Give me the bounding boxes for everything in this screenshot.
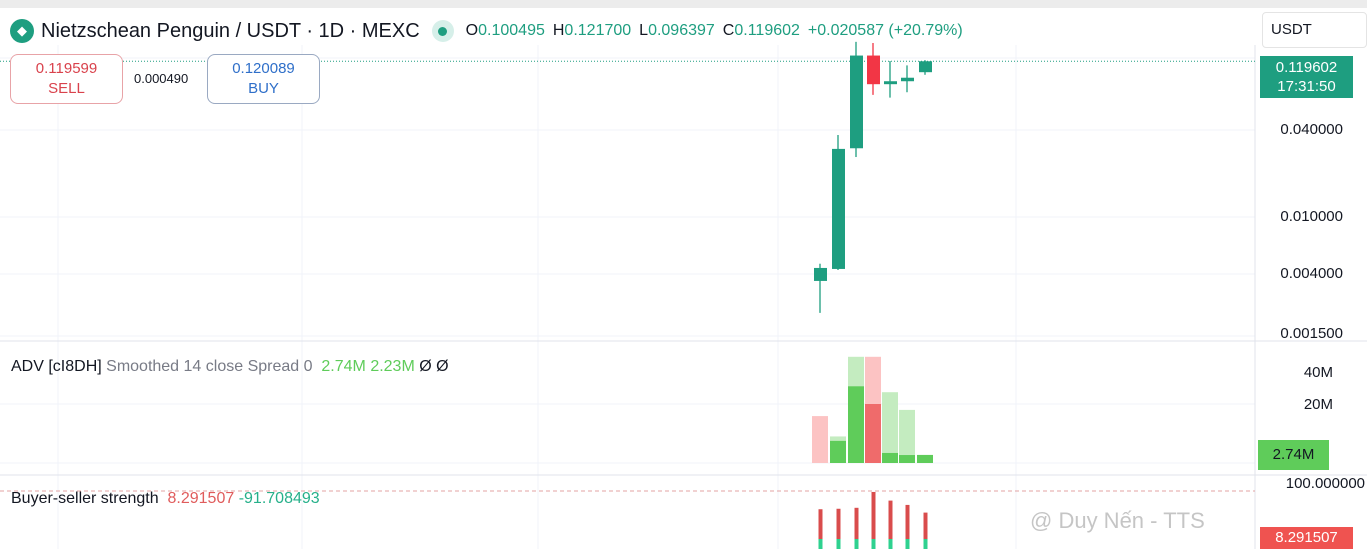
bss-buyer-bar: [923, 539, 928, 549]
buy-price: 0.120089: [232, 60, 295, 77]
ohlc-low-value: 0.096397: [648, 22, 715, 39]
adv-legend[interactable]: ADV [cI8DH] Smoothed 14 close Spread 0 2…: [11, 358, 449, 376]
ohlc-close: C0.119602: [723, 22, 800, 40]
adv-bar-background: [899, 409, 915, 463]
sell-price: 0.119599: [35, 60, 98, 77]
candle-body: [919, 61, 932, 73]
currency-button[interactable]: USDT: [1262, 12, 1367, 48]
adv-value: 2.23M: [370, 358, 415, 375]
watermark: @ Duy Nến - TTS: [1030, 508, 1205, 533]
tether-diamond-icon: ◆: [10, 19, 34, 43]
bss-seller-bar: [905, 504, 910, 539]
adv-tick: 20M: [1303, 396, 1333, 413]
bss-seller-bar: [854, 507, 859, 539]
bss-buyer-bar: [905, 539, 910, 549]
buy-button[interactable]: 0.120089 BUY: [207, 54, 320, 104]
ohlc-open-value: 0.100495: [478, 22, 545, 39]
symbol-legend: ◆ Nietzschean Penguin / USDT · 1D · MEXC…: [10, 17, 971, 45]
ohlc-close-value: 0.119602: [734, 22, 800, 39]
adv-bar: [917, 454, 933, 463]
adv-bar: [899, 455, 915, 463]
bss-buyer-bar: [854, 539, 859, 549]
ohlc-open-label: O: [465, 22, 479, 39]
top-strip: [0, 0, 1367, 8]
candle-body: [884, 81, 897, 85]
ohlc-high-label: H: [552, 22, 565, 39]
sell-label: SELL: [48, 80, 85, 97]
adv-bar-background: [812, 416, 828, 463]
bss-legend[interactable]: Buyer-seller strength 8.291507 -91.70849…: [11, 490, 320, 508]
bss-buyer-bar: [871, 539, 876, 549]
adv-value: Ø: [436, 358, 449, 375]
bss-last-tag: 8.291507: [1260, 527, 1353, 549]
ohlc-low-label: L: [639, 22, 649, 39]
bss-title: Buyer-seller strength: [11, 490, 159, 507]
price-tick: 0.010000: [1280, 208, 1343, 225]
bss-seller-bar: [888, 500, 893, 539]
bss-buyer-bar: [818, 539, 823, 549]
adv-bar: [848, 386, 864, 463]
sell-button[interactable]: 0.119599 SELL: [10, 54, 123, 104]
candle-body: [867, 55, 880, 85]
adv-title: ADV [cI8DH]: [11, 358, 102, 375]
ohlc-change: +0.020587 (+20.79%): [807, 22, 963, 39]
adv-bar: [830, 440, 846, 463]
candle-body: [814, 267, 827, 281]
buy-label: BUY: [248, 80, 279, 97]
ohlc-high: H0.121700: [553, 22, 631, 40]
adv-bar: [882, 452, 898, 463]
candle-body: [850, 55, 863, 149]
bss-value: -91.708493: [238, 490, 320, 507]
bss-tick: 100.000000: [1285, 475, 1365, 492]
price-tick: 0.001500: [1280, 325, 1343, 342]
last-price-tag: 0.119602 17:31:50: [1260, 56, 1353, 98]
bss-buyer-bar: [888, 539, 893, 549]
adv-params: Smoothed 14 close Spread 0: [106, 358, 313, 375]
adv-bar: [865, 404, 881, 463]
bss-seller-bar: [836, 508, 841, 539]
last-price: 0.119602: [1275, 59, 1338, 76]
adv-tick: 40M: [1303, 364, 1333, 381]
adv-value: Ø: [419, 358, 432, 375]
bss-buyer-bar: [836, 539, 841, 549]
adv-last-tag: 2.74M: [1258, 440, 1329, 470]
candle-body: [901, 77, 914, 82]
bss-seller-bar: [818, 509, 823, 539]
candle-body: [832, 148, 845, 269]
adv-value: 2.74M: [321, 358, 366, 375]
ohlc-high-value: 0.121700: [564, 22, 632, 39]
ohlc-open: O0.100495: [466, 22, 545, 40]
symbol-title[interactable]: Nietzschean Penguin / USDT · 1D · MEXC: [41, 19, 420, 42]
ohlc-close-label: C: [722, 22, 735, 39]
bar-countdown: 17:31:50: [1277, 78, 1336, 95]
price-tick: 0.004000: [1280, 265, 1343, 282]
price-tick: 0.040000: [1280, 121, 1343, 138]
market-status-icon: [431, 20, 454, 42]
bss-seller-bar: [871, 491, 876, 539]
bss-seller-bar: [923, 512, 928, 539]
bss-value: 8.291507: [167, 490, 235, 507]
spread-value: 0.000490: [134, 71, 189, 86]
adv-bar-background: [882, 392, 898, 463]
ohlc-low: L0.096397: [639, 22, 715, 40]
